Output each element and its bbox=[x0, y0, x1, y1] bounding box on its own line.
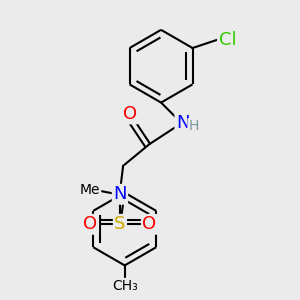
Text: N: N bbox=[113, 185, 127, 203]
Text: O: O bbox=[142, 215, 156, 233]
Text: CH₃: CH₃ bbox=[112, 279, 138, 293]
Text: N: N bbox=[176, 114, 189, 132]
Text: H: H bbox=[188, 119, 199, 133]
Text: S: S bbox=[114, 215, 126, 233]
Text: Cl: Cl bbox=[218, 31, 236, 49]
Text: O: O bbox=[123, 105, 137, 123]
Text: O: O bbox=[83, 215, 98, 233]
Text: Me: Me bbox=[80, 184, 100, 197]
